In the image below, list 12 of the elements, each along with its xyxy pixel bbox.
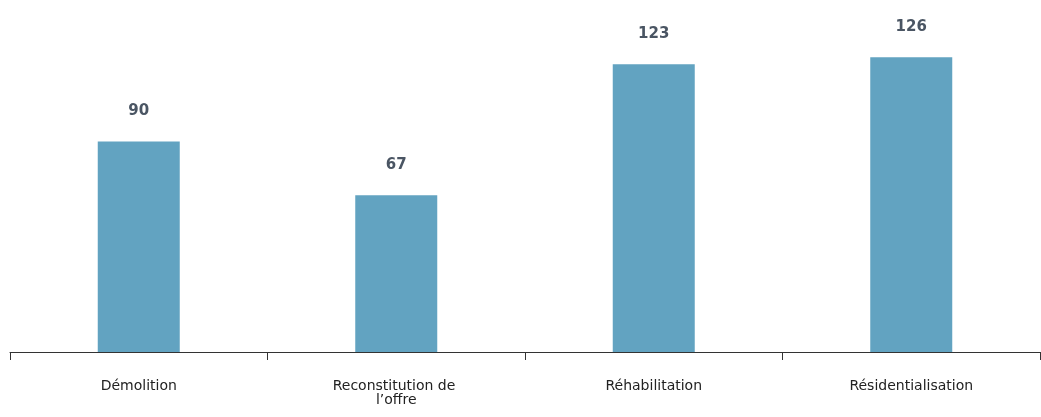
x-tick-label: Résidentialisation — [849, 377, 974, 393]
bar — [97, 141, 180, 352]
x-tick-label: Réhabilitation — [605, 377, 703, 393]
data-label: 67 — [385, 154, 407, 173]
x-tick-label: Reconstitution de l’offre — [332, 377, 460, 407]
x-tick-label: Démolition — [100, 377, 177, 393]
bar — [870, 57, 953, 352]
bar — [612, 64, 695, 352]
data-label: 126 — [895, 16, 927, 35]
data-label: 90 — [128, 100, 150, 119]
bar — [355, 195, 438, 352]
data-label: 123 — [638, 23, 670, 42]
